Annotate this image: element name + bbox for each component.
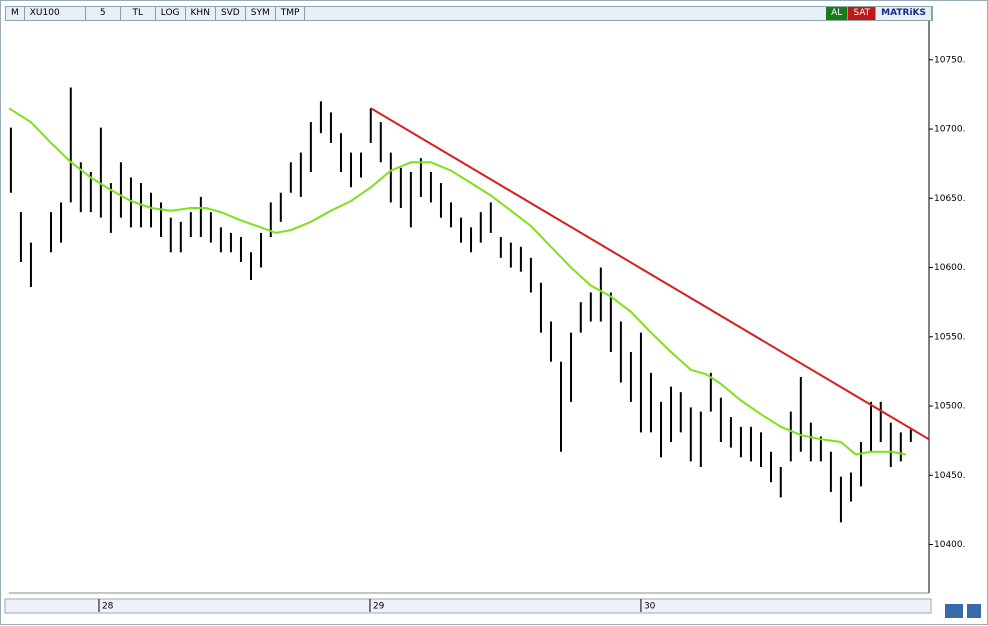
- nav-button[interactable]: [945, 604, 963, 618]
- y-tick-label: 10750.: [934, 55, 966, 65]
- x-tick-label: 29: [373, 602, 385, 612]
- tool-button[interactable]: M: [6, 7, 25, 20]
- y-tick-label: 10400.: [934, 540, 966, 550]
- sell-button[interactable]: SAT: [848, 7, 877, 20]
- y-tick-label: 10600.: [934, 263, 966, 273]
- brand: MATRiKS: [876, 7, 932, 20]
- y-tick-label: 10450.: [934, 471, 966, 481]
- tool-button[interactable]: 5: [86, 7, 121, 20]
- tool-button[interactable]: TMP: [276, 7, 306, 20]
- toolbar: M XU100 5 TL LOG KHN SVD SYM TMP AL SAT …: [5, 6, 933, 21]
- x-tick-label: 30: [644, 602, 656, 612]
- symbol-box[interactable]: XU100: [25, 7, 86, 20]
- overlay-line: [8, 107, 907, 456]
- tool-button[interactable]: LOG: [156, 7, 186, 20]
- tool-button[interactable]: TL: [121, 7, 156, 20]
- toolbar-right: AL SAT MATRiKS: [826, 7, 932, 20]
- buy-button[interactable]: AL: [826, 7, 849, 20]
- y-tick-label: 10650.: [934, 194, 966, 204]
- overlay-line: [370, 107, 930, 441]
- tool-button[interactable]: KHN: [186, 7, 216, 20]
- scrollbar[interactable]: [4, 598, 932, 614]
- y-tick-label: 10550.: [934, 332, 966, 342]
- x-tick-label: 28: [102, 602, 114, 612]
- nav-button[interactable]: [967, 604, 981, 618]
- y-tick-label: 10500.: [934, 402, 966, 412]
- tool-button[interactable]: SVD: [216, 7, 246, 20]
- y-tick-label: 10700.: [934, 125, 966, 135]
- tool-button[interactable]: SYM: [246, 7, 276, 20]
